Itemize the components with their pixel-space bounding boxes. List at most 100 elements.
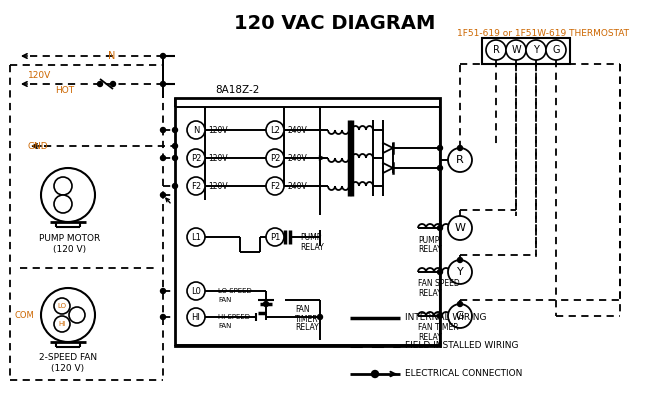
Circle shape: [98, 82, 103, 86]
Circle shape: [318, 315, 322, 320]
Circle shape: [187, 149, 205, 167]
Text: L0: L0: [191, 287, 201, 295]
Circle shape: [172, 155, 178, 160]
Text: HOT: HOT: [55, 85, 74, 95]
Text: ELECTRICAL CONNECTION: ELECTRICAL CONNECTION: [405, 370, 523, 378]
Circle shape: [187, 282, 205, 300]
Text: GND: GND: [28, 142, 49, 150]
Circle shape: [161, 155, 165, 160]
Bar: [175, 98, 440, 346]
Text: FAN: FAN: [295, 305, 310, 315]
Bar: [482, 38, 570, 64]
Text: G: G: [456, 311, 464, 321]
Circle shape: [172, 143, 178, 148]
Text: HI: HI: [192, 313, 200, 321]
Circle shape: [263, 302, 269, 307]
Circle shape: [506, 40, 526, 60]
Circle shape: [69, 307, 85, 323]
Text: Y: Y: [457, 267, 464, 277]
Text: RELAY: RELAY: [300, 243, 324, 251]
Circle shape: [54, 177, 72, 195]
Text: L1: L1: [191, 233, 201, 241]
Text: P1: P1: [270, 233, 280, 241]
Circle shape: [161, 127, 165, 132]
Text: G: G: [552, 45, 559, 55]
Text: RELAY: RELAY: [295, 323, 319, 333]
Circle shape: [438, 166, 442, 171]
Text: 240V: 240V: [287, 153, 307, 163]
Text: F2: F2: [191, 181, 201, 191]
Circle shape: [54, 195, 72, 213]
Circle shape: [266, 177, 284, 195]
Text: INTERNAL WIRING: INTERNAL WIRING: [405, 313, 486, 323]
Text: N: N: [108, 51, 115, 61]
Text: (120 V): (120 V): [52, 365, 84, 373]
Text: 120 VAC DIAGRAM: 120 VAC DIAGRAM: [234, 14, 436, 33]
Text: TIMER: TIMER: [295, 315, 319, 323]
Text: LO SPEED: LO SPEED: [218, 288, 252, 294]
Circle shape: [448, 148, 472, 172]
Text: L2: L2: [270, 126, 280, 134]
Text: 120V: 120V: [28, 70, 51, 80]
Text: (120 V): (120 V): [54, 245, 86, 253]
Text: HI SPEED: HI SPEED: [218, 314, 250, 320]
Text: W: W: [511, 45, 521, 55]
Text: 120V: 120V: [208, 153, 228, 163]
Circle shape: [187, 121, 205, 139]
Circle shape: [458, 302, 462, 307]
Text: 2-SPEED FAN: 2-SPEED FAN: [39, 354, 97, 362]
Circle shape: [458, 145, 462, 150]
Text: F2: F2: [270, 181, 280, 191]
Text: FAN SPEED: FAN SPEED: [418, 279, 460, 289]
Circle shape: [187, 228, 205, 246]
Circle shape: [187, 177, 205, 195]
Text: P2: P2: [270, 153, 280, 163]
Circle shape: [266, 149, 284, 167]
Circle shape: [438, 145, 442, 150]
Circle shape: [438, 313, 442, 318]
Circle shape: [371, 370, 379, 378]
Text: R: R: [492, 45, 499, 55]
Circle shape: [41, 288, 95, 342]
Text: 8A18Z-2: 8A18Z-2: [215, 85, 259, 95]
Circle shape: [526, 40, 546, 60]
Text: 1F51-619 or 1F51W-619 THERMOSTAT: 1F51-619 or 1F51W-619 THERMOSTAT: [457, 29, 629, 38]
Circle shape: [161, 289, 165, 293]
Text: 120V: 120V: [208, 181, 228, 191]
Text: W: W: [454, 223, 466, 233]
Circle shape: [161, 315, 165, 320]
Circle shape: [546, 40, 566, 60]
Circle shape: [187, 308, 205, 326]
Text: 240V: 240V: [287, 126, 307, 134]
Circle shape: [448, 216, 472, 240]
Circle shape: [161, 192, 165, 197]
Circle shape: [438, 225, 442, 230]
Text: COM: COM: [14, 310, 34, 320]
Circle shape: [266, 121, 284, 139]
Text: P2: P2: [191, 153, 201, 163]
Circle shape: [54, 316, 70, 332]
Text: PUMP MOTOR: PUMP MOTOR: [40, 233, 100, 243]
Text: FAN: FAN: [218, 323, 231, 329]
Text: HI: HI: [58, 321, 66, 327]
Circle shape: [448, 304, 472, 328]
Circle shape: [161, 82, 165, 86]
Text: Y: Y: [533, 45, 539, 55]
Text: N: N: [193, 126, 199, 134]
Circle shape: [266, 228, 284, 246]
Text: 120V: 120V: [208, 126, 228, 134]
Text: PUMP: PUMP: [300, 233, 322, 241]
Text: PUMP: PUMP: [418, 235, 440, 245]
Text: LO: LO: [58, 303, 66, 309]
Text: RELAY: RELAY: [418, 245, 442, 253]
Text: FAN: FAN: [218, 297, 231, 303]
Circle shape: [41, 168, 95, 222]
Circle shape: [438, 269, 442, 274]
Circle shape: [172, 127, 178, 132]
Text: RELAY: RELAY: [418, 333, 442, 341]
Text: FAN TIMER: FAN TIMER: [418, 323, 459, 333]
Circle shape: [448, 260, 472, 284]
Circle shape: [54, 298, 70, 314]
Circle shape: [172, 184, 178, 189]
Circle shape: [486, 40, 506, 60]
